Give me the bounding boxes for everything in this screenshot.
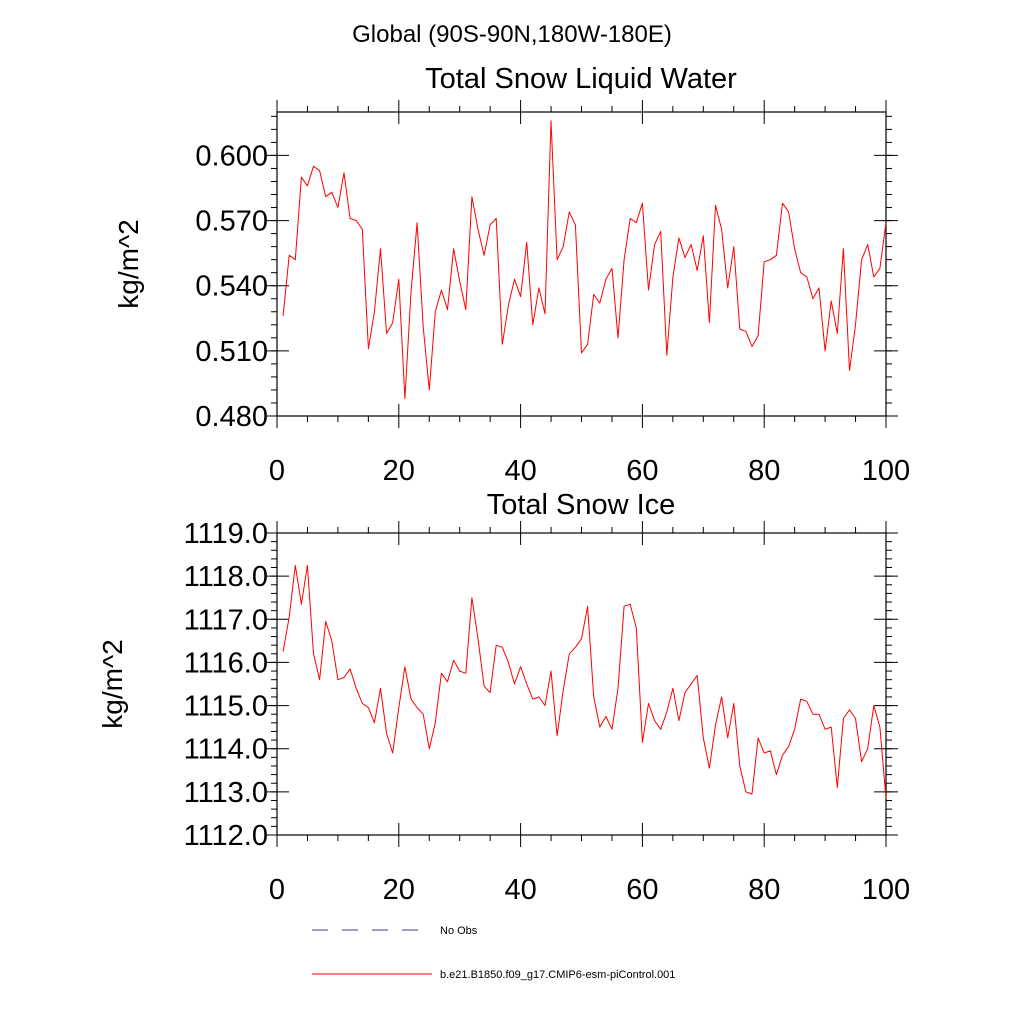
- chart-title-liquid: Total Snow Liquid Water: [425, 63, 737, 95]
- chart-title-ice: Total Snow Ice: [487, 489, 676, 521]
- legend: No Obs b.e21.B1850.f09_g17.CMIP6-esm-piC…: [312, 925, 675, 981]
- y-tick-label-ice: 1114.0: [184, 734, 268, 766]
- x-tick-label-ice: 20: [383, 874, 415, 906]
- legend-label-model: b.e21.B1850.f09_g17.CMIP6-esm-piControl.…: [440, 969, 675, 981]
- region-title: Global (90S-90N,180W-180E): [352, 21, 672, 48]
- x-tick-label-ice: 60: [626, 874, 658, 906]
- legend-label-no-obs: No Obs: [440, 925, 478, 937]
- tick-labels-liquid: 0 20 40 60 80 100 0.480 0.510 0.540 0.570 0.600: [195, 140, 910, 487]
- x-tick-label-ice: 80: [748, 874, 780, 906]
- x-tick-label-liquid: 100: [862, 455, 910, 487]
- x-tick-label-ice: 0: [269, 874, 285, 906]
- y-tick-label-liquid: 0.570: [195, 206, 268, 238]
- y-tick-label-liquid: 0.510: [195, 336, 268, 368]
- series-line-liquid: [282, 120, 887, 400]
- y-axis-label-liquid: kg/m^2: [113, 219, 144, 308]
- series-liquid: [282, 120, 887, 400]
- plot-frame-ice: [276, 532, 887, 836]
- y-tick-label-liquid: 0.540: [195, 271, 268, 303]
- x-tick-label-liquid: 0: [269, 455, 285, 487]
- x-tick-label-liquid: 40: [504, 455, 536, 487]
- x-tick-label-ice: 40: [504, 874, 536, 906]
- axis-ticks-ice: [265, 521, 898, 847]
- panel-snow-liquid-water: Total Snow Liquid Water kg/m^2 0 20 40 60 80…: [113, 63, 910, 487]
- y-tick-label-liquid: 0.600: [195, 140, 268, 172]
- x-tick-label-ice: 100: [862, 874, 910, 906]
- y-tick-label-ice: 1117.0: [184, 604, 268, 636]
- axis-ticks-liquid: [265, 100, 898, 428]
- panel-snow-ice: Total Snow Ice kg/m^2 0 20 40 60 80 100 1112.0…: [97, 489, 910, 906]
- tick-labels-ice: 0 20 40 60 80 100 1112.0 1113.0 1114.0 1115.0 1116…: [184, 518, 911, 906]
- y-tick-label-ice: 1116.0: [184, 647, 268, 679]
- y-axis-label-ice: kg/m^2: [97, 639, 128, 728]
- y-tick-label-ice: 1119.0: [184, 518, 268, 550]
- y-tick-label-ice: 1112.0: [184, 820, 268, 852]
- x-tick-label-liquid: 20: [383, 455, 415, 487]
- x-tick-label-liquid: 80: [748, 455, 780, 487]
- series-line-ice: [282, 564, 887, 799]
- y-tick-label-ice: 1115.0: [184, 691, 268, 723]
- y-tick-label-liquid: 0.480: [195, 401, 268, 433]
- y-tick-label-ice: 1113.0: [184, 777, 268, 809]
- x-tick-label-liquid: 60: [626, 455, 658, 487]
- series-ice: [282, 564, 887, 799]
- plot-frame-liquid: [276, 111, 887, 417]
- y-tick-label-ice: 1118.0: [184, 561, 268, 593]
